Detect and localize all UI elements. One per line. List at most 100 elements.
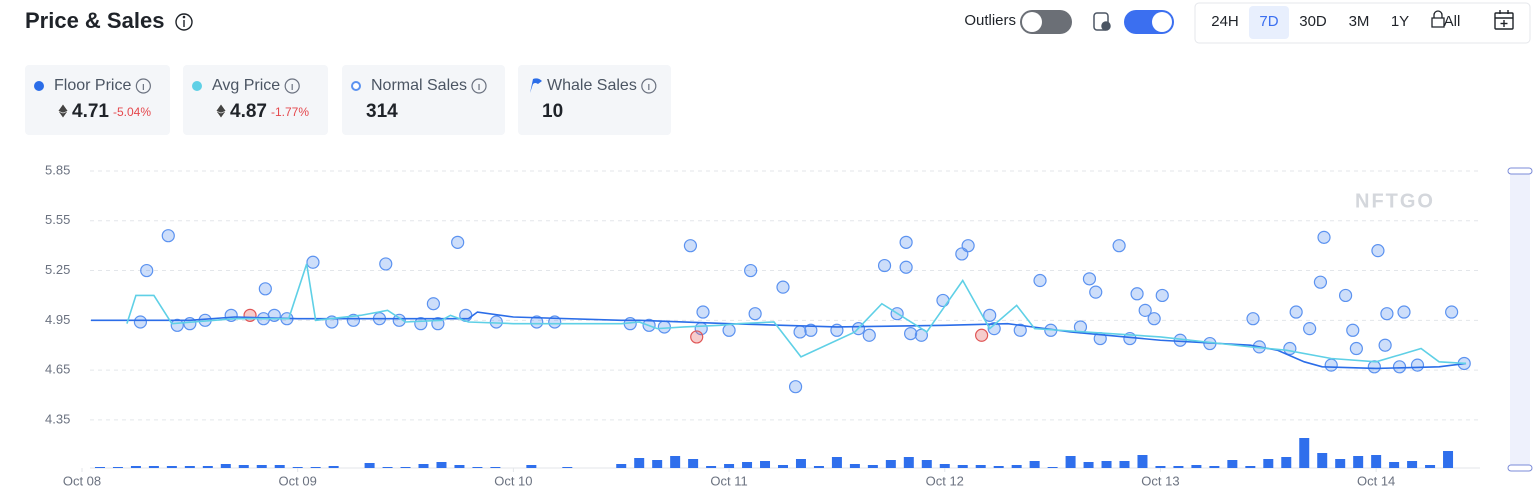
x-tick-label: Oct 14 — [1357, 473, 1395, 488]
stat-card — [183, 65, 328, 135]
sale-point[interactable] — [1138, 303, 1152, 317]
scroll-slider[interactable] — [1507, 167, 1533, 472]
sale-point[interactable] — [346, 313, 361, 327]
sale-point[interactable] — [961, 239, 975, 253]
sale-point[interactable] — [451, 235, 465, 249]
sale-point[interactable] — [683, 239, 698, 253]
sale-point[interactable] — [1445, 305, 1459, 319]
sale-point[interactable] — [1089, 285, 1103, 299]
sale-point[interactable] — [657, 320, 671, 334]
legend-dot — [192, 81, 202, 91]
sale-point[interactable] — [748, 307, 762, 321]
sale-point[interactable] — [722, 323, 736, 337]
volume-bar — [706, 466, 717, 468]
range-button[interactable]: 3M — [1349, 13, 1370, 30]
sale-point[interactable] — [489, 315, 503, 329]
sale-point[interactable] — [1392, 360, 1407, 374]
info-icon — [471, 78, 487, 94]
sale-point[interactable] — [530, 315, 544, 329]
volume-bar — [562, 467, 573, 468]
sale-point[interactable] — [899, 260, 913, 274]
sale-point[interactable] — [1324, 358, 1338, 372]
sale-point[interactable] — [140, 263, 154, 278]
volume-bar — [364, 463, 375, 468]
sale-point[interactable] — [306, 255, 320, 269]
sale-point[interactable] — [804, 323, 818, 337]
sale-point[interactable] — [899, 235, 913, 249]
sale-point[interactable] — [877, 258, 892, 273]
volume-bar — [310, 467, 321, 468]
sale-point[interactable] — [1317, 230, 1331, 244]
gas-toggle[interactable] — [1124, 10, 1174, 34]
sale-point[interactable] — [1130, 287, 1144, 301]
volume-bar — [148, 466, 159, 468]
stat-value: 10 — [542, 101, 563, 122]
sale-point[interactable] — [1346, 323, 1360, 337]
sale-point[interactable] — [1349, 341, 1363, 356]
sale-point[interactable] — [1112, 239, 1126, 253]
range-button[interactable]: All — [1444, 13, 1461, 30]
sale-point[interactable] — [1155, 288, 1169, 303]
eth-icon — [215, 103, 227, 119]
sale-point[interactable] — [1380, 307, 1394, 321]
sale-point[interactable] — [793, 325, 807, 339]
range-button[interactable]: 24H — [1211, 13, 1239, 30]
stat-label: Avg Price — [212, 77, 280, 94]
info-icon — [284, 78, 300, 94]
sale-point[interactable] — [690, 330, 704, 344]
sale-point[interactable] — [379, 257, 393, 271]
sale-point[interactable] — [1289, 305, 1303, 319]
volume-bar — [166, 466, 177, 468]
sale-point[interactable] — [133, 315, 148, 329]
sale-point[interactable] — [243, 308, 257, 322]
sale-point[interactable] — [862, 328, 876, 342]
sale-point[interactable] — [776, 280, 790, 294]
sale-point[interactable] — [1147, 312, 1161, 326]
sale-point[interactable] — [161, 229, 175, 243]
sale-point[interactable] — [983, 308, 997, 322]
volume-bar — [184, 466, 195, 468]
volume-bar — [670, 456, 681, 468]
sale-point[interactable] — [1367, 360, 1381, 374]
sale-point[interactable] — [744, 263, 758, 278]
sale-point[interactable] — [1410, 358, 1425, 372]
outliers-label: Outliers — [964, 12, 1016, 29]
sale-point[interactable] — [1033, 273, 1047, 288]
x-tick-label: Oct 09 — [279, 473, 317, 488]
sale-point[interactable] — [1303, 322, 1317, 336]
sale-point[interactable] — [904, 327, 918, 341]
sale-point[interactable] — [1013, 323, 1027, 337]
volume-bar — [454, 465, 465, 468]
volume-bar — [652, 460, 663, 468]
sale-point[interactable] — [788, 380, 803, 394]
range-button[interactable]: 30D — [1299, 13, 1327, 30]
sale-point[interactable] — [426, 297, 440, 311]
volume-bar — [238, 465, 249, 468]
range-button[interactable]: 1Y — [1391, 13, 1409, 30]
sale-point[interactable] — [975, 328, 989, 342]
volume-bar — [921, 460, 932, 468]
sale-point[interactable] — [1082, 272, 1097, 286]
sale-point[interactable] — [392, 313, 406, 327]
sale-point[interactable] — [696, 305, 710, 319]
sale-point[interactable] — [1371, 244, 1385, 258]
sale-point[interactable] — [1378, 338, 1392, 352]
volume-bar — [1227, 460, 1238, 468]
sale-point[interactable] — [987, 322, 1001, 336]
volume-bar — [867, 465, 878, 468]
volume-bar — [1155, 466, 1166, 468]
outliers-toggle[interactable] — [1020, 10, 1072, 34]
sale-point[interactable] — [1313, 275, 1328, 289]
range-button[interactable]: 7D — [1259, 13, 1278, 30]
sale-point[interactable] — [1283, 341, 1297, 356]
stat-value: 4.87 — [230, 101, 267, 122]
sale-point[interactable] — [258, 282, 272, 296]
sale-point[interactable] — [1338, 288, 1353, 303]
gas-icon[interactable] — [1093, 12, 1111, 31]
sale-point[interactable] — [267, 308, 281, 322]
sale-point[interactable] — [936, 293, 950, 308]
volume-bar — [274, 465, 285, 468]
sale-point[interactable] — [1246, 312, 1260, 326]
calendar-icon[interactable] — [1494, 10, 1514, 30]
sale-point[interactable] — [1397, 305, 1411, 319]
